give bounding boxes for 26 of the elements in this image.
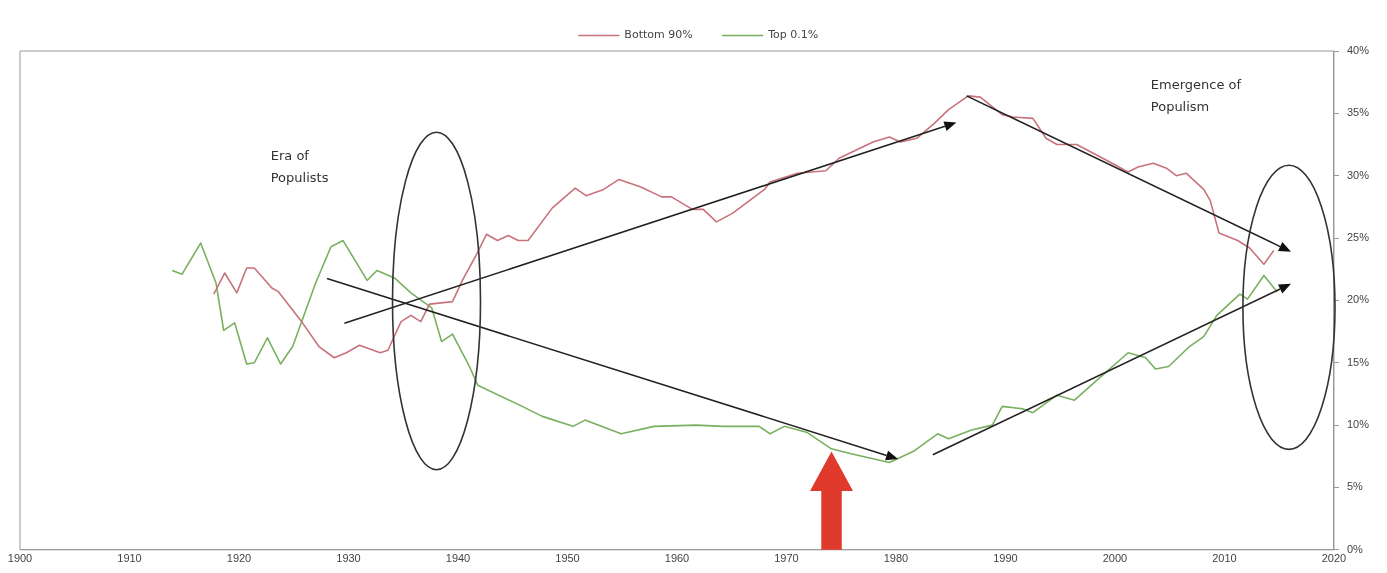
y-tick-label: 30% bbox=[1346, 168, 1370, 181]
x-tick-label: 1900 bbox=[7, 552, 33, 565]
x-tick-label: 1910 bbox=[117, 552, 142, 565]
x-tick-label: 1990 bbox=[993, 552, 1018, 565]
y-tick-label: 0% bbox=[1346, 542, 1364, 555]
x-tick-label: 1920 bbox=[226, 552, 252, 565]
x-tick-label: 1970 bbox=[774, 552, 799, 565]
y-tick-label: 10% bbox=[1346, 418, 1370, 431]
annotation: Era of Populists bbox=[270, 147, 330, 187]
y-tick-label: 20% bbox=[1346, 293, 1370, 306]
annotation: Emergence of Populism bbox=[1150, 76, 1243, 117]
y-tick-label: 40% bbox=[1346, 44, 1370, 57]
x-tick-label: 1960 bbox=[664, 552, 690, 565]
legend-label: Top 0.1% bbox=[767, 28, 819, 42]
x-tick-label: 2010 bbox=[1212, 552, 1237, 565]
x-tick-label: 1980 bbox=[883, 552, 909, 565]
x-tick-label: 2020 bbox=[1321, 552, 1347, 565]
x-tick-label: 1930 bbox=[336, 552, 361, 565]
y-tick-label: 5% bbox=[1346, 480, 1364, 493]
x-tick-label: 2000 bbox=[1102, 552, 1128, 565]
legend-label: Bottom 90% bbox=[624, 28, 693, 42]
y-tick-label: 25% bbox=[1346, 231, 1370, 244]
x-tick-label: 1950 bbox=[555, 552, 580, 565]
y-tick-label: 35% bbox=[1346, 106, 1370, 119]
x-tick-label: 1940 bbox=[445, 552, 471, 565]
y-tick-label: 15% bbox=[1346, 355, 1370, 368]
